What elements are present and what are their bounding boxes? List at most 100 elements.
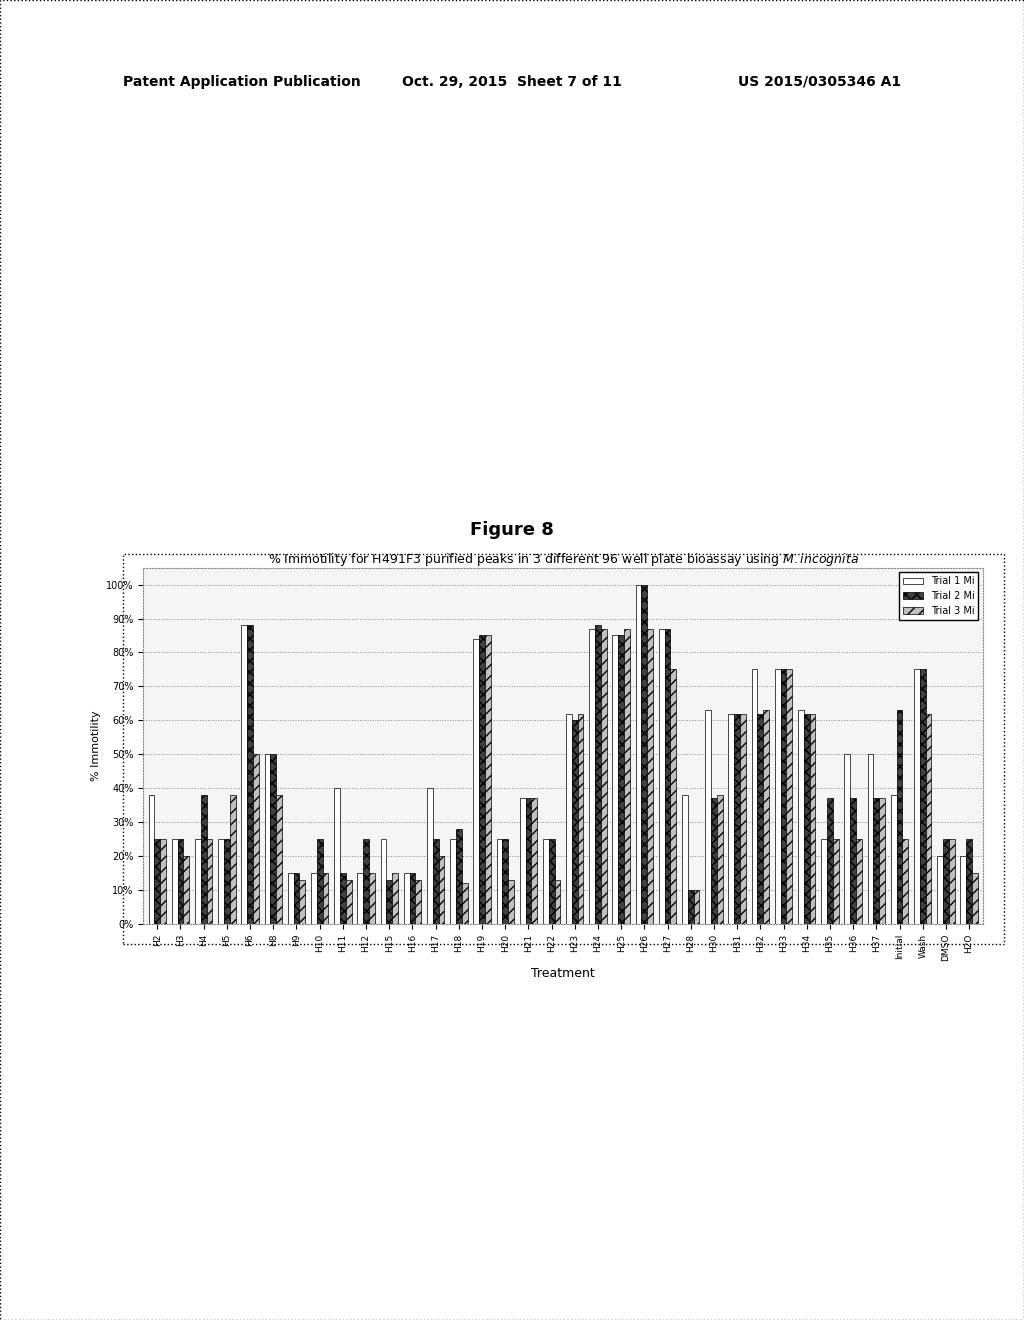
- Bar: [224, 840, 229, 924]
- Bar: [479, 635, 485, 924]
- Bar: [316, 840, 323, 924]
- Bar: [288, 873, 294, 924]
- Bar: [641, 585, 647, 924]
- Bar: [392, 873, 398, 924]
- Bar: [433, 840, 438, 924]
- Bar: [571, 721, 578, 924]
- Bar: [357, 873, 364, 924]
- Bar: [920, 669, 926, 924]
- Bar: [961, 857, 967, 924]
- Bar: [856, 840, 862, 924]
- Bar: [665, 628, 671, 924]
- Bar: [369, 873, 375, 924]
- Bar: [821, 840, 827, 924]
- Bar: [711, 799, 717, 924]
- Text: US 2015/0305346 A1: US 2015/0305346 A1: [738, 75, 901, 88]
- Bar: [873, 799, 880, 924]
- Bar: [867, 754, 873, 924]
- Legend: Trial 1 Mi, Trial 2 Mi, Trial 3 Mi: Trial 1 Mi, Trial 2 Mi, Trial 3 Mi: [899, 573, 978, 620]
- Bar: [207, 840, 212, 924]
- Title: % Immotility for H491F3 purified peaks in 3 different 96 well plate bioassay usi: % Immotility for H491F3 purified peaks i…: [267, 550, 859, 568]
- Bar: [462, 883, 468, 924]
- Bar: [589, 628, 595, 924]
- Bar: [334, 788, 340, 924]
- Bar: [253, 754, 259, 924]
- Bar: [671, 669, 676, 924]
- Bar: [525, 799, 531, 924]
- Bar: [172, 840, 177, 924]
- Bar: [798, 710, 804, 924]
- Bar: [624, 628, 630, 924]
- Bar: [914, 669, 920, 924]
- Bar: [601, 628, 606, 924]
- Bar: [658, 628, 665, 924]
- Bar: [247, 626, 253, 924]
- Bar: [403, 873, 410, 924]
- Bar: [780, 669, 786, 924]
- Bar: [299, 880, 305, 924]
- Bar: [155, 840, 160, 924]
- Bar: [926, 714, 932, 924]
- Bar: [827, 799, 833, 924]
- Bar: [728, 714, 734, 924]
- Bar: [972, 873, 978, 924]
- Bar: [810, 714, 815, 924]
- Bar: [943, 840, 949, 924]
- Bar: [578, 714, 584, 924]
- Bar: [706, 710, 711, 924]
- Bar: [456, 829, 462, 924]
- Bar: [647, 628, 653, 924]
- Text: Oct. 29, 2015  Sheet 7 of 11: Oct. 29, 2015 Sheet 7 of 11: [402, 75, 622, 88]
- Bar: [786, 669, 793, 924]
- Bar: [595, 626, 601, 924]
- Bar: [740, 714, 745, 924]
- Bar: [949, 840, 954, 924]
- Bar: [416, 880, 421, 924]
- Bar: [804, 714, 810, 924]
- Bar: [497, 840, 503, 924]
- Bar: [850, 799, 856, 924]
- Bar: [833, 840, 839, 924]
- Bar: [364, 840, 369, 924]
- Bar: [160, 840, 166, 924]
- Bar: [897, 710, 902, 924]
- Bar: [763, 710, 769, 924]
- Bar: [618, 635, 624, 924]
- Bar: [340, 873, 346, 924]
- Bar: [410, 873, 416, 924]
- Bar: [294, 873, 299, 924]
- Bar: [148, 795, 155, 924]
- Bar: [270, 754, 276, 924]
- Bar: [758, 714, 763, 924]
- Bar: [177, 840, 183, 924]
- Bar: [242, 626, 247, 924]
- Bar: [937, 857, 943, 924]
- Bar: [549, 840, 555, 924]
- Bar: [311, 873, 316, 924]
- Bar: [183, 857, 189, 924]
- Bar: [386, 880, 392, 924]
- Bar: [451, 840, 456, 924]
- Bar: [543, 840, 549, 924]
- Bar: [902, 840, 908, 924]
- Bar: [636, 585, 641, 924]
- Bar: [693, 890, 699, 924]
- Bar: [229, 795, 236, 924]
- X-axis label: Treatment: Treatment: [531, 966, 595, 979]
- Bar: [503, 840, 508, 924]
- Bar: [276, 795, 282, 924]
- Bar: [752, 669, 758, 924]
- Bar: [688, 890, 693, 924]
- Text: Figure 8: Figure 8: [470, 520, 554, 539]
- Bar: [520, 799, 525, 924]
- Bar: [555, 880, 560, 924]
- Bar: [967, 840, 972, 924]
- Bar: [880, 799, 885, 924]
- Bar: [612, 635, 618, 924]
- Bar: [775, 669, 780, 924]
- Bar: [195, 840, 201, 924]
- Bar: [508, 880, 514, 924]
- Bar: [845, 754, 850, 924]
- Bar: [323, 873, 329, 924]
- Bar: [381, 840, 386, 924]
